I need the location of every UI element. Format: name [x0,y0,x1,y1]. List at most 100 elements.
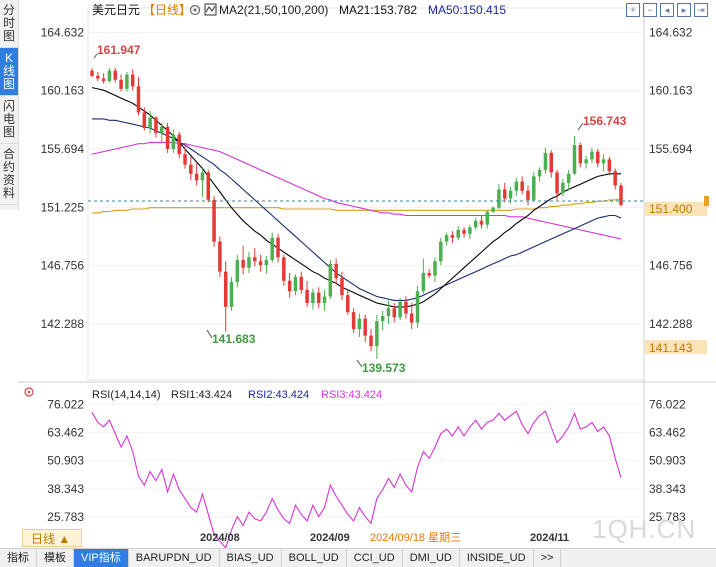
candle-body [346,295,350,313]
candle-body [171,134,176,149]
candle-body [183,154,187,165]
candle-body [200,172,205,181]
ma-value-box [645,340,707,354]
candle-body [276,237,280,258]
tab-barupdn[interactable]: BARUPDN_UD [129,549,220,567]
rsi-tick-left: 50.903 [47,454,84,468]
rsi-tick-right: 50.903 [649,454,686,468]
tab-templates[interactable]: 模板 [37,549,74,567]
tab-bias[interactable]: BIAS_UD [220,549,282,567]
tab-timeshare[interactable]: 分时图 [0,0,18,48]
tab-flash[interactable]: 闪电图 [0,96,18,144]
rsi-settings-icon[interactable] [24,387,34,397]
candle-body [596,151,600,164]
tab-boll[interactable]: BOLL_UD [282,549,347,567]
exit-icon[interactable]: ⇥ [694,3,708,17]
candle-body [363,318,367,336]
candle-body [223,271,228,307]
x-label-aug: 2024/08 [200,532,240,544]
candle-body [549,152,553,173]
candle-body [607,159,612,172]
rsi-tick-left: 63.462 [47,426,84,440]
candle-body [160,126,164,134]
period-button[interactable]: 日线 ▲ [22,529,82,547]
tab-vip-indicators[interactable]: VIP指标 [74,549,129,567]
candle-body [165,126,170,149]
candle-body [148,117,152,129]
ma21-line [91,87,621,308]
price-tick-left: 151.225 [41,200,85,214]
ma21-value: MA21:153.782 [339,3,417,17]
candle-body [154,117,158,134]
candle-body [107,70,112,82]
candle-body [322,296,327,303]
tab-kline[interactable]: K线图 [0,48,18,96]
candle-body [101,78,106,82]
rsi-series [91,410,622,548]
current-price-box [645,202,707,216]
tab-contract-info[interactable]: 合约资料 [0,144,18,205]
tab-inside[interactable]: INSIDE_UD [460,549,534,567]
tab-cci[interactable]: CCI_UD [347,549,403,567]
candle-body [357,318,362,330]
candle-body [258,261,263,266]
ma50-value: MA50:150.415 [428,3,506,17]
annotation-line-low-1 [206,329,213,339]
chart-toolbar: + − ◂ ▸ ⇥ [626,3,708,17]
candle-body [514,181,519,191]
candle-body [96,75,100,79]
candle-body [375,321,379,347]
zoom-out-icon[interactable]: − [643,3,657,17]
candle-body [497,189,501,208]
tab-dmi[interactable]: DMI_UD [403,549,460,567]
zoom-in-icon[interactable]: + [626,3,640,17]
candle-body [433,261,437,276]
tab-indicators[interactable]: 指标 [0,549,37,567]
candle-body [125,74,129,89]
candle-body [334,263,338,279]
ma-value-label: 141.143 [649,341,693,355]
candle-body [409,313,414,323]
candle-body [601,159,606,164]
price-tick-left: 146.756 [41,259,85,273]
rsi3-value: RSI3:43.424 [321,389,382,401]
candle-body [293,276,298,292]
price-tick-left: 155.694 [41,142,85,156]
rsi-tick-right: 63.462 [649,426,686,440]
candle-body [316,292,321,303]
rsi-tick-right: 25.783 [649,510,686,524]
candlestick-chart[interactable]: 美元日元 【日线】 MA2(21,50,100,200) MA21:153.78… [0,0,716,548]
candle-body [450,235,455,238]
candle-body [578,145,583,164]
candle-body [502,189,507,199]
candle-body [456,229,460,238]
candle-body [415,291,420,323]
candle-body [439,241,443,262]
move-right-icon[interactable]: ▸ [677,3,691,17]
candle-body [229,282,234,307]
indicator-settings-icon[interactable] [189,4,201,16]
ma-toggle-icon[interactable] [204,3,217,16]
candle-body [386,308,391,317]
candle-body [590,151,594,160]
rsi1-value: RSI1:43.424 [171,389,232,401]
annotation-line-low-2 [356,359,363,368]
candle-body [247,257,251,268]
price-marker-tick [704,196,709,206]
tab-more[interactable]: >> [534,549,562,567]
candle-body [572,145,577,174]
candle-body [119,79,123,89]
move-left-icon[interactable]: ◂ [660,3,674,17]
candle-body [90,70,94,76]
candle-body [479,220,484,225]
x-label-sep: 2024/09 [310,532,350,544]
candle-body [462,229,466,234]
candle-body [392,308,397,318]
rsi-axis-labels: 76.022 76.022 63.462 63.462 50.903 50.903 38.3… [47,397,686,524]
candle-body [282,257,286,281]
candle-body [520,181,524,191]
candle-body [305,289,309,303]
candle-body [526,190,530,200]
candle-body [253,257,257,262]
candle-body [398,301,402,318]
